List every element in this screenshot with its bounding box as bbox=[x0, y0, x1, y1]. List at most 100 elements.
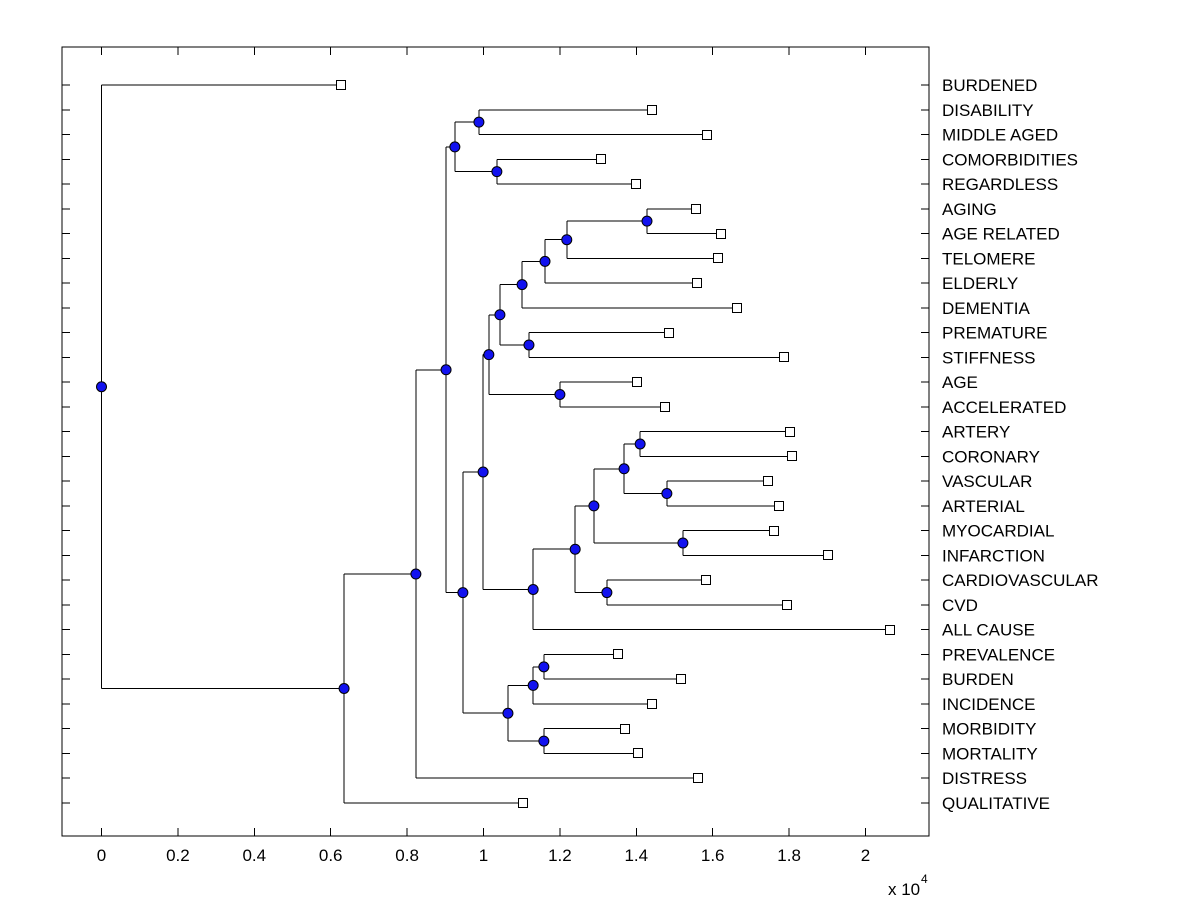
leaf-marker bbox=[782, 600, 792, 610]
leaf-label: ARTERY bbox=[942, 423, 1010, 442]
node-marker bbox=[661, 488, 673, 500]
leaf-marker bbox=[631, 179, 641, 189]
axes-border bbox=[61, 46, 930, 837]
leaf-label: PREVALENCE bbox=[942, 645, 1055, 664]
leaf-marker bbox=[660, 402, 670, 412]
leaf-label: ACCELERATED bbox=[942, 398, 1066, 417]
leaf-marker bbox=[620, 724, 630, 734]
leaf-label: MORTALITY bbox=[942, 744, 1038, 763]
leaf-label: INFARCTION bbox=[942, 546, 1045, 565]
leaf-label: INCIDENCE bbox=[942, 695, 1036, 714]
leaf-marker bbox=[732, 303, 742, 313]
leaf-label: MYOCARDIAL bbox=[942, 522, 1054, 541]
leaf-label: DISTRESS bbox=[942, 769, 1027, 788]
leaf-marker bbox=[676, 674, 686, 684]
leaf-marker bbox=[632, 377, 642, 387]
leaf-label: COMORBIDITIES bbox=[942, 150, 1078, 169]
x-tick-label: 1.4 bbox=[624, 846, 648, 865]
node-marker bbox=[494, 309, 506, 321]
x-tick-label: 0 bbox=[97, 846, 106, 865]
node-marker bbox=[588, 500, 600, 512]
leaf-label: BURDENED bbox=[942, 76, 1037, 95]
leaf-label: MIDDLE AGED bbox=[942, 126, 1058, 145]
leaf-marker bbox=[692, 278, 702, 288]
leaf-label: BURDEN bbox=[942, 670, 1014, 689]
leaf-marker bbox=[769, 526, 779, 536]
node-marker bbox=[96, 381, 107, 393]
node-marker bbox=[502, 707, 514, 719]
leaf-marker bbox=[701, 575, 711, 585]
leaf-label: ELDERLY bbox=[942, 274, 1018, 293]
node-marker bbox=[539, 255, 551, 267]
node-marker bbox=[516, 279, 528, 291]
node-marker bbox=[483, 349, 495, 361]
node-marker bbox=[561, 234, 573, 246]
leaf-marker bbox=[716, 229, 726, 239]
leaf-marker bbox=[693, 773, 703, 783]
leaf-marker bbox=[713, 253, 723, 263]
node-marker bbox=[554, 388, 566, 400]
x-tick-label: 1.2 bbox=[548, 846, 572, 865]
node-marker bbox=[338, 683, 350, 695]
node-marker bbox=[523, 339, 535, 351]
x-tick-labels: 0 0.2 0.4 0.6 0.8 1 1.2 1.4 1.6 1.8 2 bbox=[97, 846, 870, 865]
node-marker bbox=[527, 583, 539, 595]
leaf-marker bbox=[691, 204, 701, 214]
leaf-marker bbox=[613, 649, 623, 659]
axes-box bbox=[61, 46, 930, 837]
x-tick-label: 0.8 bbox=[395, 846, 419, 865]
x-tick-label: 0.4 bbox=[242, 846, 266, 865]
leaf-label: CARDIOVASCULAR bbox=[942, 571, 1099, 590]
tree-node-markers bbox=[96, 80, 895, 808]
node-marker bbox=[457, 587, 469, 599]
axis-scale-exponent: 4 bbox=[921, 872, 928, 886]
leaf-marker bbox=[647, 699, 657, 709]
x-tick-label: 0.6 bbox=[319, 846, 343, 865]
x-tick-label: 0.2 bbox=[166, 846, 190, 865]
node-marker bbox=[440, 364, 452, 376]
leaf-label: DEMENTIA bbox=[942, 299, 1031, 318]
leaf-label: ARTERIAL bbox=[942, 497, 1025, 516]
node-marker bbox=[538, 735, 550, 747]
leaf-label: MORBIDITY bbox=[942, 720, 1036, 739]
node-marker bbox=[491, 166, 503, 178]
node-marker bbox=[449, 141, 461, 153]
axis-scale-label: x 10 bbox=[888, 880, 920, 899]
leaf-marker bbox=[647, 105, 657, 115]
node-marker bbox=[677, 537, 689, 549]
leaf-marker bbox=[518, 798, 528, 808]
leaf-label: DISABILITY bbox=[942, 101, 1034, 120]
node-marker bbox=[641, 215, 653, 227]
leaf-label: PREMATURE bbox=[942, 324, 1047, 343]
leaf-labels: BURDENED DISABILITY MIDDLE AGED COMORBIDITI… bbox=[942, 76, 1099, 813]
leaf-marker bbox=[664, 328, 674, 338]
leaf-marker bbox=[787, 451, 797, 461]
leaf-label: STIFFNESS bbox=[942, 348, 1036, 367]
leaf-marker bbox=[885, 625, 895, 635]
leaf-label: AGE RELATED bbox=[942, 225, 1060, 244]
leaf-marker bbox=[702, 130, 712, 140]
leaf-label: TELOMERE bbox=[942, 249, 1036, 268]
leaf-label: QUALITATIVE bbox=[942, 794, 1050, 813]
node-marker bbox=[618, 463, 630, 475]
node-marker bbox=[569, 543, 581, 555]
node-marker bbox=[473, 116, 485, 128]
node-marker bbox=[634, 438, 646, 450]
leaf-label: CORONARY bbox=[942, 447, 1040, 466]
leaf-marker bbox=[785, 427, 795, 437]
node-marker bbox=[410, 568, 422, 580]
x-tick-label: 1.8 bbox=[777, 846, 801, 865]
leaf-marker bbox=[633, 748, 643, 758]
x-tick-label: 1 bbox=[479, 846, 488, 865]
leaf-label: ALL CAUSE bbox=[942, 621, 1035, 640]
leaf-label: AGING bbox=[942, 200, 997, 219]
leaf-label: AGE bbox=[942, 373, 978, 392]
leaf-marker bbox=[779, 352, 789, 362]
leaf-marker bbox=[336, 80, 346, 90]
leaf-marker bbox=[823, 550, 833, 560]
leaf-label: VASCULAR bbox=[942, 472, 1032, 491]
leaf-marker bbox=[774, 501, 784, 511]
